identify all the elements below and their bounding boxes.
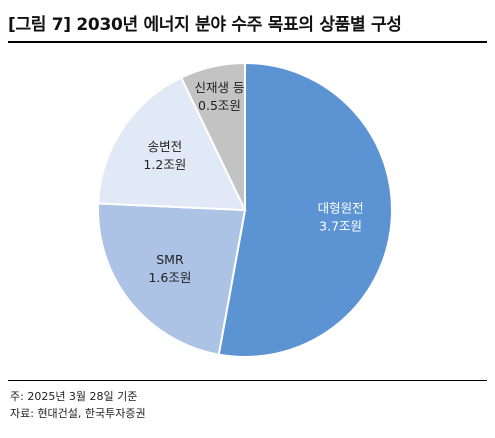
slice-value-label-0: 3.7조원 — [319, 219, 362, 234]
pie-chart: 대형원전 3.7조원 SMR 1.6조원 송변전 1.2조원 신재생 등 0.5조원 — [97, 61, 393, 358]
title-rule — [8, 41, 487, 43]
pie-slice-1 — [97, 202, 247, 356]
slice-name-label-2: 송변전 — [148, 139, 183, 154]
slice-name-label-0: 대형원전 — [318, 201, 364, 216]
slice-name-label-1: SMR — [156, 252, 184, 267]
slice-value-label-3: 0.5조원 — [198, 98, 241, 113]
source-note: 자료: 현대건설, 한국투자증권 — [10, 407, 146, 420]
slice-name-label-3: 신재생 등 — [194, 80, 244, 95]
pie-slice-0 — [217, 61, 393, 358]
slice-value-label-2: 1.2조원 — [143, 157, 186, 172]
pie-slice-3 — [179, 61, 246, 211]
footer-rule — [8, 380, 487, 381]
chart-notes: 주: 2025년 3월 28일 기준 자료: 현대건설, 한국투자증권 — [10, 388, 146, 422]
basis-note: 주: 2025년 3월 28일 기준 — [10, 390, 138, 403]
chart-title: [그림 7] 2030년 에너지 분야 수주 목표의 상품별 구성 — [8, 15, 402, 35]
pie-slice-2 — [97, 76, 247, 212]
slice-value-label-1: 1.6조원 — [148, 270, 191, 285]
